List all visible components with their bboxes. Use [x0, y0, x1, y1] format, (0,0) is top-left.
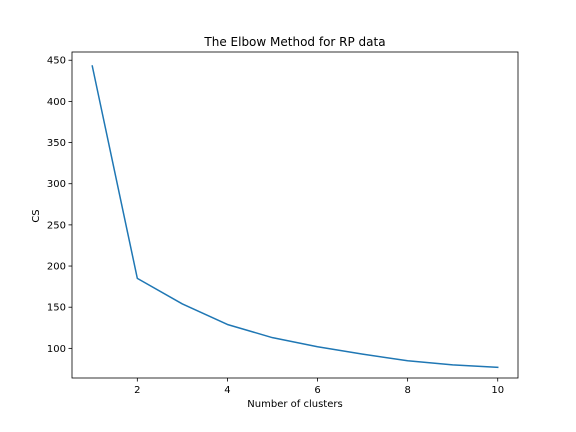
plot-frame: [71, 51, 519, 379]
y-tick-label: 200: [47, 262, 66, 273]
y-tick-label: 150: [47, 303, 66, 314]
y-tick-label: 300: [47, 179, 66, 190]
x-tick-label: 6: [314, 385, 320, 396]
y-tick-label: 350: [47, 138, 66, 149]
y-axis-label: CS: [31, 209, 42, 222]
y-tick-label: 250: [47, 220, 66, 231]
y-axis-ticks: 100 150 200 250 300 350 400 450: [47, 56, 72, 355]
chart-title: The Elbow Method for RP data: [203, 35, 385, 49]
series-line: [91, 65, 499, 369]
y-tick-label: 100: [47, 344, 66, 355]
x-tick-label: 10: [491, 385, 504, 396]
plot-area: [71, 51, 519, 379]
x-axis-label: Number of clusters: [247, 399, 342, 410]
x-tick-label: 4: [224, 385, 230, 396]
x-tick-label: 8: [404, 385, 410, 396]
y-tick-label: 450: [47, 56, 66, 67]
x-tick-label: 2: [134, 385, 140, 396]
y-tick-label: 400: [47, 97, 66, 108]
x-axis-ticks: 2 4 6 8 10: [134, 378, 504, 396]
